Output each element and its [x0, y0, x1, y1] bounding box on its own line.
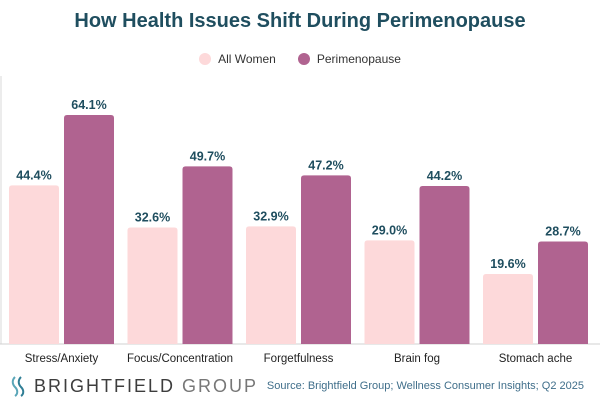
bar-perimenopause-2 — [301, 175, 351, 344]
category-label-4: Stomach ache — [499, 353, 573, 365]
data-label-all-women-1: 32.6% — [135, 211, 170, 225]
data-label-perimenopause-1: 49.7% — [190, 149, 225, 163]
bar-perimenopause-0 — [64, 114, 114, 344]
data-label-perimenopause-0: 64.1% — [71, 98, 106, 112]
category-label-3: Brain fog — [394, 353, 440, 365]
bar-perimenopause-4 — [538, 241, 588, 344]
data-label-all-women-3: 29.0% — [372, 223, 407, 237]
brand-logo-icon — [11, 376, 25, 397]
data-label-all-women-2: 32.9% — [253, 209, 288, 223]
category-label-0: Stress/Anxiety — [25, 353, 99, 365]
category-label-2: Forgetfulness — [264, 353, 334, 365]
legend: All Women Perimenopause — [0, 52, 600, 66]
chart-title: How Health Issues Shift During Perimenop… — [74, 10, 526, 32]
bar-all-women-0 — [9, 185, 59, 344]
legend-label-perimenopause: Perimenopause — [316, 52, 401, 66]
brand-logo-text: BRIGHTFIELD GROUP — [34, 376, 258, 397]
bar-all-women-1 — [127, 227, 178, 344]
bar-all-women-2 — [246, 226, 296, 344]
bar-perimenopause-3 — [419, 186, 470, 344]
data-label-perimenopause-4: 28.7% — [545, 224, 580, 238]
legend-swatch-perimenopause — [297, 53, 310, 65]
brand-logo-group: GROUP — [182, 375, 259, 396]
data-label-perimenopause-2: 47.2% — [308, 158, 343, 172]
legend-swatch-all-women — [199, 53, 212, 65]
data-label-all-women-0: 44.4% — [16, 168, 51, 182]
source-note: Source: Brightfield Group; Wellness Cons… — [266, 380, 584, 392]
data-label-perimenopause-3: 44.2% — [427, 169, 462, 183]
bar-all-women-4 — [483, 273, 533, 344]
legend-item-all-women: All Women — [199, 52, 276, 66]
legend-item-perimenopause: Perimenopause — [297, 52, 401, 66]
brand-logo-bright: BRIGHTFIELD — [34, 375, 176, 396]
brand-logo: BRIGHTFIELD GROUP — [10, 375, 258, 397]
data-label-all-women-4: 19.6% — [490, 257, 525, 271]
bar-perimenopause-1 — [182, 166, 233, 344]
bar-all-women-3 — [364, 240, 415, 344]
legend-label-all-women: All Women — [218, 52, 276, 66]
category-label-1: Focus/Concentration — [127, 353, 233, 365]
